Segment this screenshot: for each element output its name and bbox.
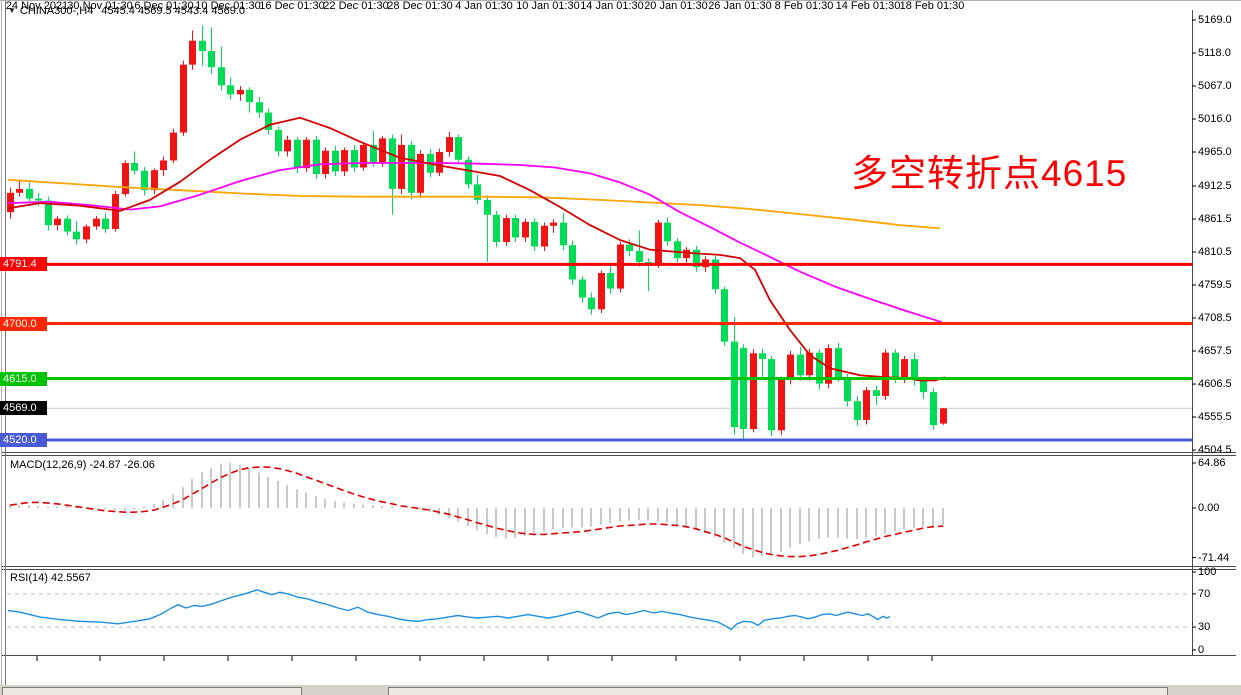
macd-axis-label: -71.44 bbox=[1198, 551, 1230, 564]
date-axis-label: 16 Dec 01:30 bbox=[259, 0, 325, 12]
price-axis-label: 5169.0 bbox=[1198, 13, 1232, 26]
price-axis-label: 4555.5 bbox=[1198, 411, 1232, 424]
price-line-tag: 4520.0 bbox=[0, 433, 47, 447]
date-axis-label: 18 Feb 01:30 bbox=[899, 0, 965, 12]
date-axis-label: 14 Feb 01:30 bbox=[835, 0, 901, 12]
date-axis-label: 26 Jan 01:30 bbox=[708, 0, 772, 12]
price-axis-label: 4759.5 bbox=[1198, 279, 1232, 291]
macd-layer bbox=[9, 462, 944, 558]
price-axis-label: 4657.5 bbox=[1198, 345, 1232, 358]
price-axis-label: 5016.0 bbox=[1198, 113, 1232, 125]
date-axis-label: 10 Dec 01:30 bbox=[195, 0, 261, 12]
macd-indicator-label: MACD(12,26,9) -24.87 -26.06 bbox=[10, 459, 155, 471]
rsi-axis-label: 0 bbox=[1198, 644, 1205, 656]
price-axis-label: 4861.5 bbox=[1198, 212, 1232, 225]
date-axis-label: 8 Feb 01:30 bbox=[774, 0, 834, 12]
date-axis-label: 20 Jan 01:30 bbox=[644, 0, 708, 12]
date-axis-label: 22 Dec 01:30 bbox=[323, 0, 389, 12]
macd-axis-label: 64.86 bbox=[1198, 456, 1226, 469]
rsi-indicator-label: RSI(14) 42.5567 bbox=[10, 572, 91, 584]
rsi-axis-label: 100 bbox=[1198, 566, 1217, 578]
price-axis-label: 4810.5 bbox=[1198, 246, 1232, 258]
symbol-period-label: CHINA300-,H4 bbox=[19, 5, 94, 17]
date-axis-label: 6 Dec 01:30 bbox=[134, 0, 194, 12]
candles-layer bbox=[7, 25, 947, 441]
price-axis-label: 5118.0 bbox=[1198, 46, 1231, 59]
price-axis-label: 5067.0 bbox=[1198, 79, 1232, 92]
docked-window-edge bbox=[388, 687, 1168, 695]
price-line-tag: 4700.0 bbox=[0, 316, 47, 331]
date-axis-label: 24 Nov 2021 bbox=[5, 0, 69, 12]
chart-text-annotation: 多空转折点4615 bbox=[851, 153, 1128, 194]
rsi-axis-label: 70 bbox=[1198, 587, 1211, 600]
price-axis-label: 4912.5 bbox=[1198, 179, 1232, 192]
price-axis-label: 4708.5 bbox=[1198, 312, 1232, 324]
price-axis-label: 4606.5 bbox=[1198, 378, 1232, 391]
date-axis-label: 14 Jan 01:30 bbox=[580, 0, 644, 12]
price-line-tag: 4791.4 bbox=[0, 257, 47, 272]
chart-dropdown-icon[interactable]: ▼ bbox=[8, 6, 16, 15]
rsi-layer bbox=[7, 589, 1190, 631]
docked-window-edge bbox=[2, 687, 302, 695]
price-line-tag: 4615.0 bbox=[0, 371, 47, 386]
hlines-layer bbox=[7, 262, 1192, 442]
date-axis-label: 10 Jan 01:30 bbox=[516, 0, 580, 12]
chart-title: ▼ CHINA300-,H4 4545.4 4569.5 4543.4 4569.0 bbox=[8, 5, 245, 17]
macd-axis-label: 0.00 bbox=[1198, 502, 1220, 514]
ohlc-values: 4545.4 4569.5 4543.4 4569.0 bbox=[101, 5, 246, 17]
bottom-docked-strip bbox=[0, 685, 1241, 695]
rsi-axis-label: 30 bbox=[1198, 621, 1211, 634]
date-axis-label: 4 Jan 01:30 bbox=[455, 0, 513, 12]
price-line-tag: 4569.0 bbox=[0, 401, 47, 416]
price-axis-label: 4504.5 bbox=[1198, 444, 1232, 457]
price-axis-label: 4965.0 bbox=[1198, 146, 1232, 158]
date-axis-label: 30 Nov 01:30 bbox=[67, 0, 133, 12]
moving-averages-layer bbox=[7, 116, 946, 382]
date-axis-label: 28 Dec 01:30 bbox=[387, 0, 453, 12]
